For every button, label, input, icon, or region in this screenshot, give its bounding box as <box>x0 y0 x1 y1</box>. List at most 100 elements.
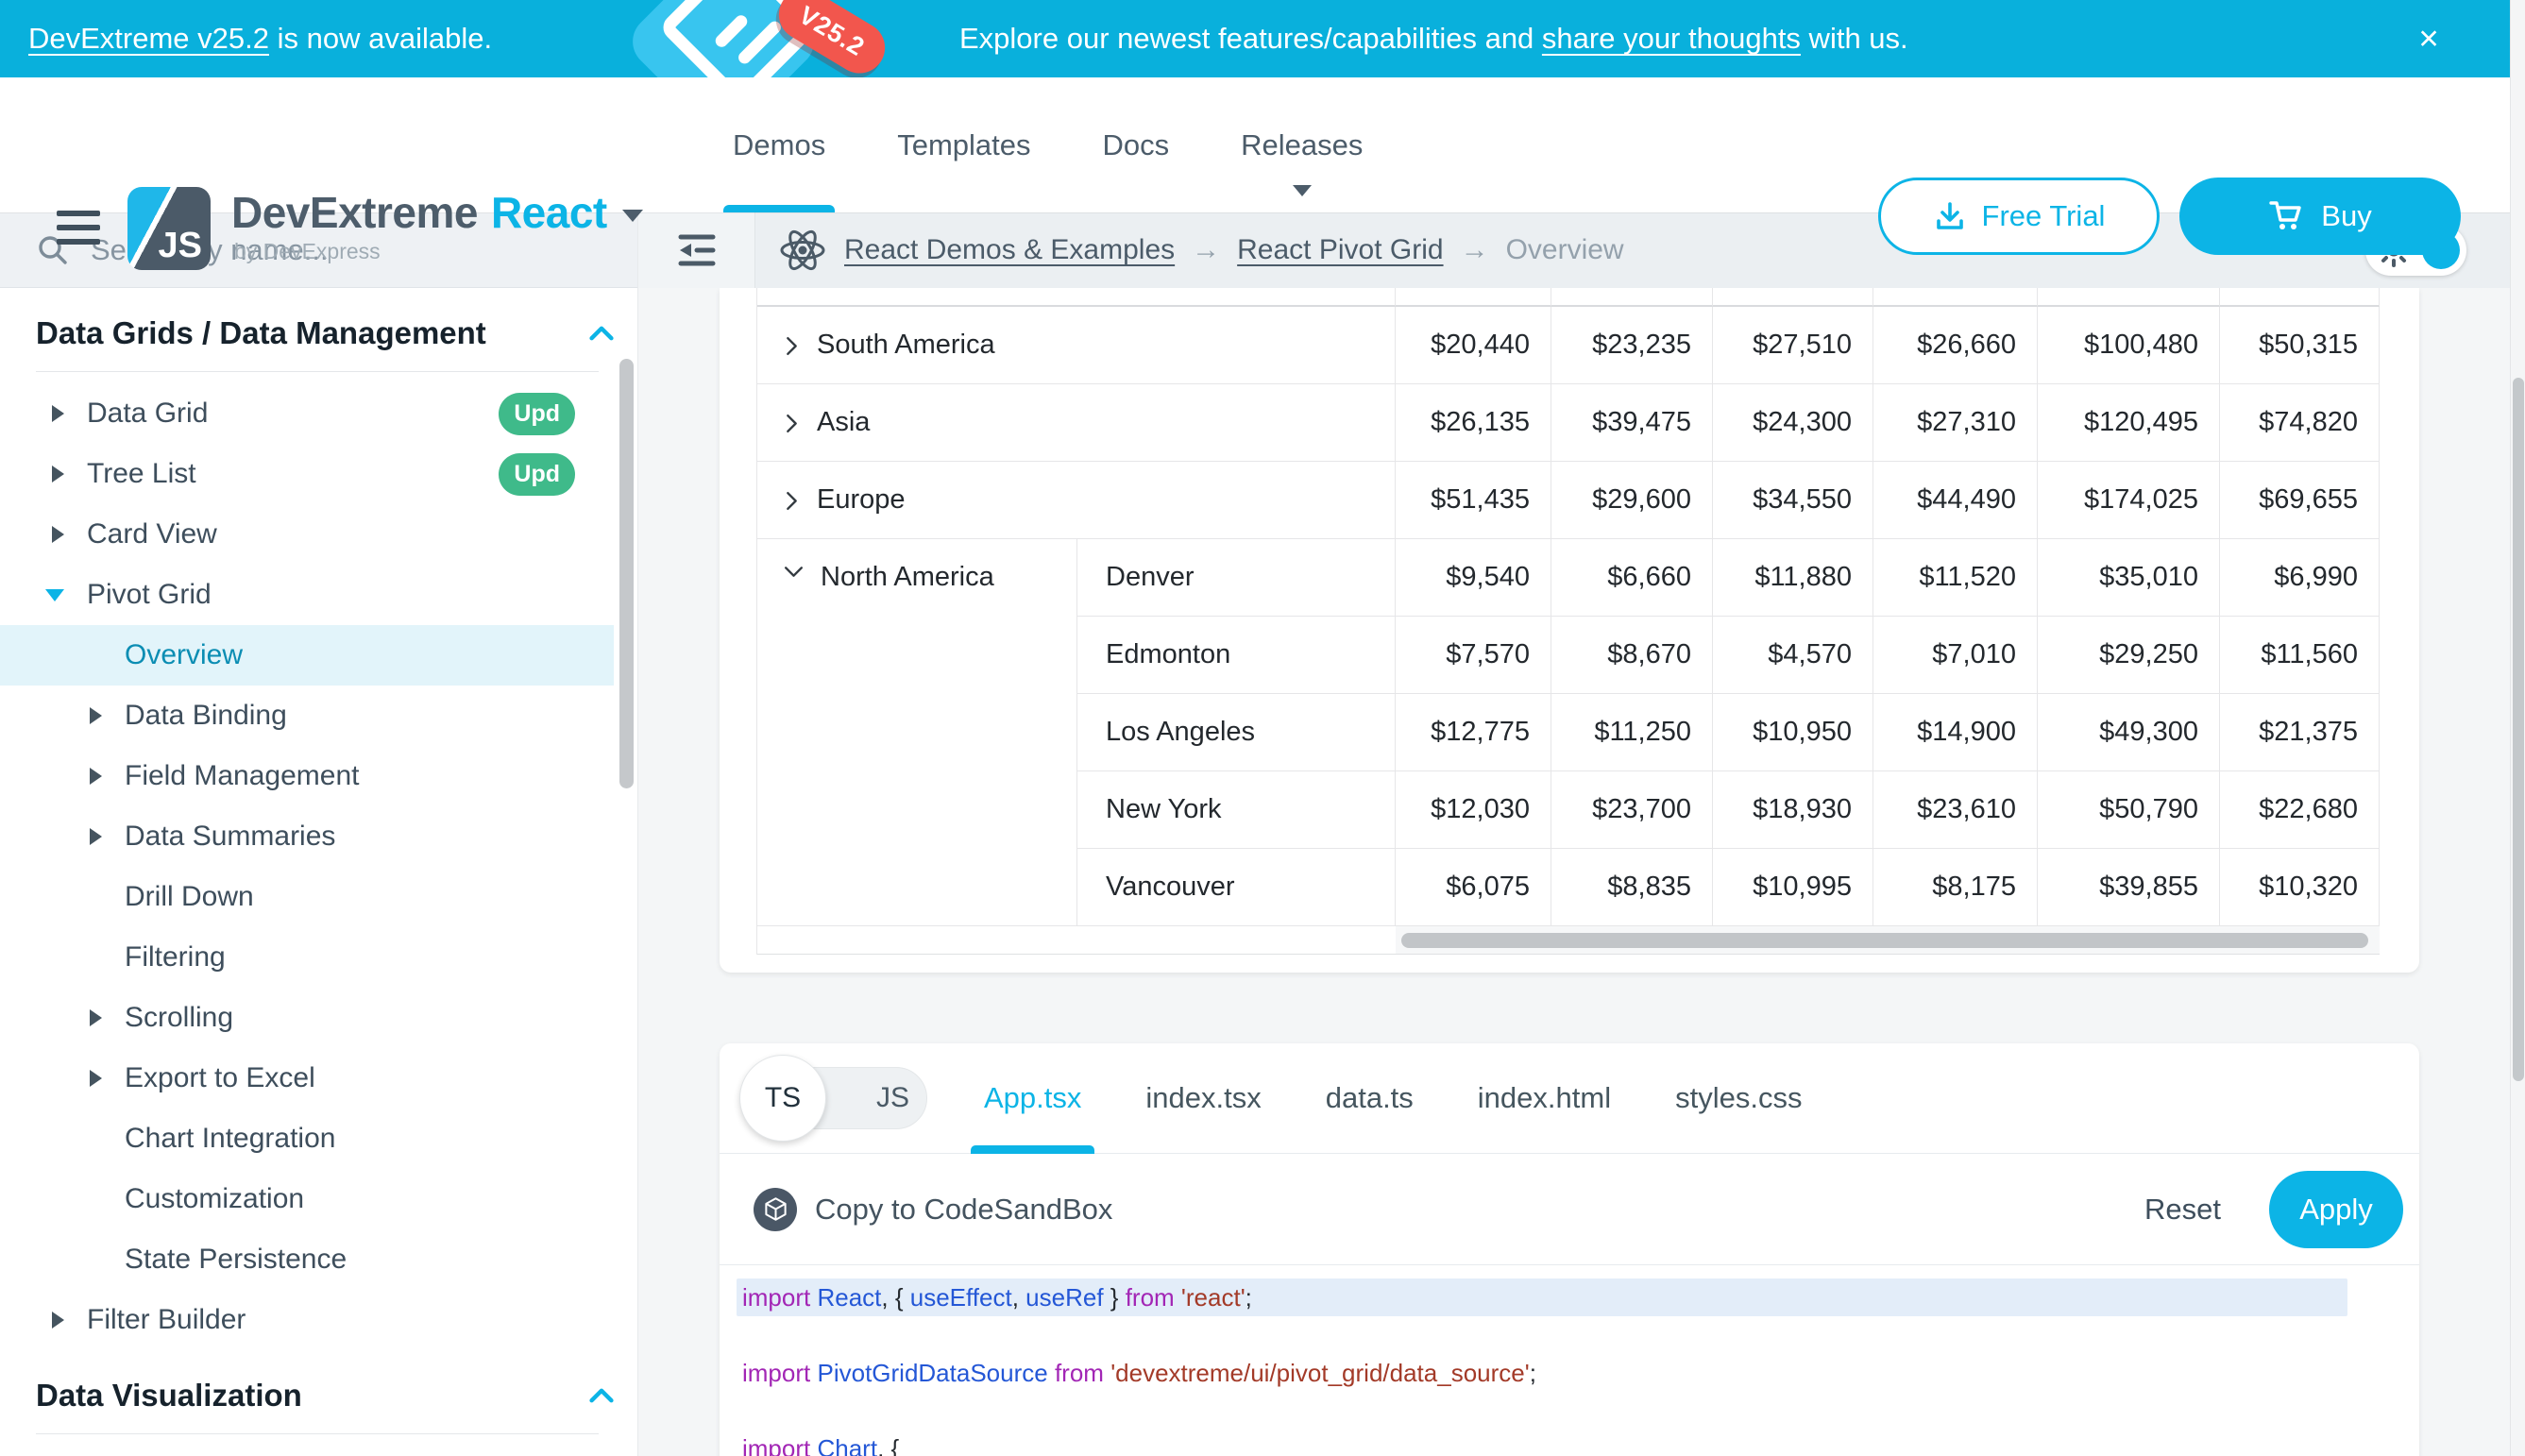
pivot-region-cell-expanded[interactable]: North America <box>757 539 1077 926</box>
nav-item-label: Releases <box>1241 127 1364 161</box>
breadcrumb-link-pivot-grid[interactable]: React Pivot Grid <box>1237 234 1444 265</box>
devextreme-logo[interactable]: JS DevExtreme React by DevExpress <box>127 187 643 270</box>
reset-button[interactable]: Reset <box>2144 1192 2221 1226</box>
sidebar-item[interactable]: Tree List Upd <box>0 444 614 504</box>
city-label: Vancouver <box>1106 872 1235 902</box>
sidebar-item-label: Filter Builder <box>87 1304 246 1335</box>
updated-badge: Upd <box>499 392 575 435</box>
releases-caret-icon <box>1292 185 1312 196</box>
city-label: Los Angeles <box>1106 717 1256 747</box>
nav-item[interactable]: Demos <box>722 77 836 212</box>
code-lines: import React, { useEffect, useRef } from… <box>720 1278 2419 1456</box>
sidebar-section-data-grids[interactable]: Data Grids / Data Management <box>36 307 614 360</box>
sidebar-item[interactable]: State Persistence <box>0 1229 614 1290</box>
sidebar-item-label: Chart Integration <box>125 1123 336 1154</box>
file-tab[interactable]: data.ts <box>1326 1043 1414 1153</box>
sidebar-item-label: Pivot Grid <box>87 579 212 610</box>
sidebar-item-label: State Persistence <box>125 1244 347 1275</box>
pivot-value-cell: $51,435 <box>1396 462 1551 539</box>
file-tab[interactable]: App.tsx <box>970 1043 1095 1154</box>
pivot-value-cell: $49,300 <box>2038 694 2220 771</box>
pivot-row-clipped-cell <box>1551 288 1713 307</box>
pivot-city-cell: Edmonton <box>1077 617 1396 694</box>
apply-button[interactable]: Apply <box>2269 1170 2403 1248</box>
pivot-value-cell: $18,930 <box>1713 771 1873 849</box>
file-tab[interactable]: index.html <box>1478 1043 1611 1153</box>
pivot-value-cell: $100,480 <box>2038 307 2220 384</box>
sidebar-item[interactable]: Overview <box>0 625 614 686</box>
pivot-city-cell: New York <box>1077 771 1396 849</box>
sidebar-item[interactable]: Pivot Grid <box>0 565 614 625</box>
banner-message: Explore our newest features/capabilities… <box>959 0 1908 77</box>
breadcrumb-separator: → <box>1192 234 1221 265</box>
file-tab-label: App.tsx <box>984 1081 1082 1114</box>
expand-chevron-icon[interactable] <box>784 489 800 513</box>
free-trial-button[interactable]: Free Trial <box>1878 178 2160 255</box>
pivot-row-clipped-cell <box>1396 288 1551 307</box>
expand-chevron-icon[interactable] <box>784 412 800 435</box>
file-tab[interactable]: styles.css <box>1675 1043 1802 1153</box>
nav-item[interactable]: Templates <box>897 77 1030 212</box>
sidebar-item[interactable]: Card View <box>0 504 614 565</box>
pivot-value-cell: $11,250 <box>1551 694 1713 771</box>
banner-close-button[interactable]: × <box>2398 0 2459 77</box>
sidebar-scrollbar-thumb[interactable] <box>619 359 634 788</box>
region-label: South America <box>817 330 995 360</box>
collapsed-arrow-icon <box>90 828 102 845</box>
horizontal-scrollbar-thumb[interactable] <box>1401 933 2368 948</box>
framework-caret-icon[interactable] <box>621 209 643 222</box>
sidebar-item[interactable]: Field Management <box>0 746 614 806</box>
nav-item[interactable]: Docs <box>1103 77 1170 212</box>
sidebar-section-data-visualization[interactable]: Data Visualization <box>36 1369 614 1422</box>
code-tabs-row: TS JS App.tsx index.tsx data.ts index.ht… <box>720 1043 2419 1154</box>
sidebar-item[interactable]: Customization <box>0 1169 614 1229</box>
sidebar-item[interactable]: Scrolling <box>0 988 614 1048</box>
pivot-row-clipped-cell <box>1873 288 2038 307</box>
sidebar-item[interactable]: Filter Builder <box>0 1290 614 1350</box>
sidebar-tree: Data Grids / Data Management Data Grid U… <box>0 288 637 1456</box>
file-tab-label: styles.css <box>1675 1081 1803 1114</box>
framework-name[interactable]: React <box>490 188 607 237</box>
sidebar-item[interactable]: Filtering <box>0 927 614 988</box>
sidebar-scrollbar <box>619 288 634 1456</box>
menu-icon[interactable] <box>57 211 100 253</box>
file-tab[interactable]: index.tsx <box>1145 1043 1261 1153</box>
code-editor[interactable]: import React, { useEffect, useRef } from… <box>720 1265 2419 1456</box>
pivot-value-cell: $34,550 <box>1713 462 1873 539</box>
pivot-region-cell[interactable]: South America <box>757 307 1396 384</box>
ts-toggle-option[interactable]: TS <box>739 1055 826 1142</box>
copy-to-codesandbox-button[interactable]: Copy to CodeSandBox <box>815 1192 1113 1226</box>
buy-button[interactable]: Buy <box>2179 178 2461 255</box>
pivot-value-cell: $29,600 <box>1551 462 1713 539</box>
sidebar-item[interactable]: Data Binding <box>0 686 614 746</box>
banner-version-link[interactable]: DevExtreme v25.2 <box>28 22 269 55</box>
city-label: New York <box>1106 794 1222 824</box>
sidebar-item[interactable]: Drill Down <box>0 867 614 927</box>
expand-chevron-icon[interactable] <box>784 334 800 358</box>
language-toggle[interactable]: TS JS <box>739 1055 927 1142</box>
collapse-chevron-icon[interactable] <box>782 564 805 580</box>
page-scrollbar-thumb[interactable] <box>2513 378 2524 1081</box>
pivot-value-cell: $21,375 <box>2220 694 2380 771</box>
search-icon <box>39 235 67 264</box>
sidebar-item-label: Overview <box>125 639 244 670</box>
pivot-region-cell[interactable]: Europe <box>757 462 1396 539</box>
devextreme-release-art: V25.2 <box>595 0 895 77</box>
nav-item[interactable]: Releases <box>1241 77 1363 212</box>
banner-message-prefix: Explore our newest features/capabilities… <box>959 22 1542 55</box>
pivot-value-cell: $20,440 <box>1396 307 1551 384</box>
main-area: React Demos & Examples → React Pivot Gri… <box>638 212 2525 1456</box>
collapsed-arrow-icon <box>52 526 64 543</box>
sidebar-item[interactable]: Export to Excel <box>0 1048 614 1109</box>
breadcrumb-link-demos[interactable]: React Demos & Examples <box>844 234 1176 265</box>
js-toggle-option[interactable]: JS <box>875 1082 909 1113</box>
js-logo-icon: JS <box>127 187 211 270</box>
sidebar-item[interactable]: Data Grid Upd <box>0 383 614 444</box>
share-your-thoughts-link[interactable]: share your thoughts <box>1541 22 1801 55</box>
pivot-region-cell[interactable]: Asia <box>757 384 1396 462</box>
sidebar-item[interactable]: Data Summaries <box>0 806 614 867</box>
pivot-row-clipped-cell <box>1713 288 1873 307</box>
sidebar-item[interactable]: Chart Integration <box>0 1109 614 1169</box>
collapse-sidebar-button[interactable] <box>638 212 755 288</box>
codesandbox-icon[interactable] <box>754 1187 797 1231</box>
